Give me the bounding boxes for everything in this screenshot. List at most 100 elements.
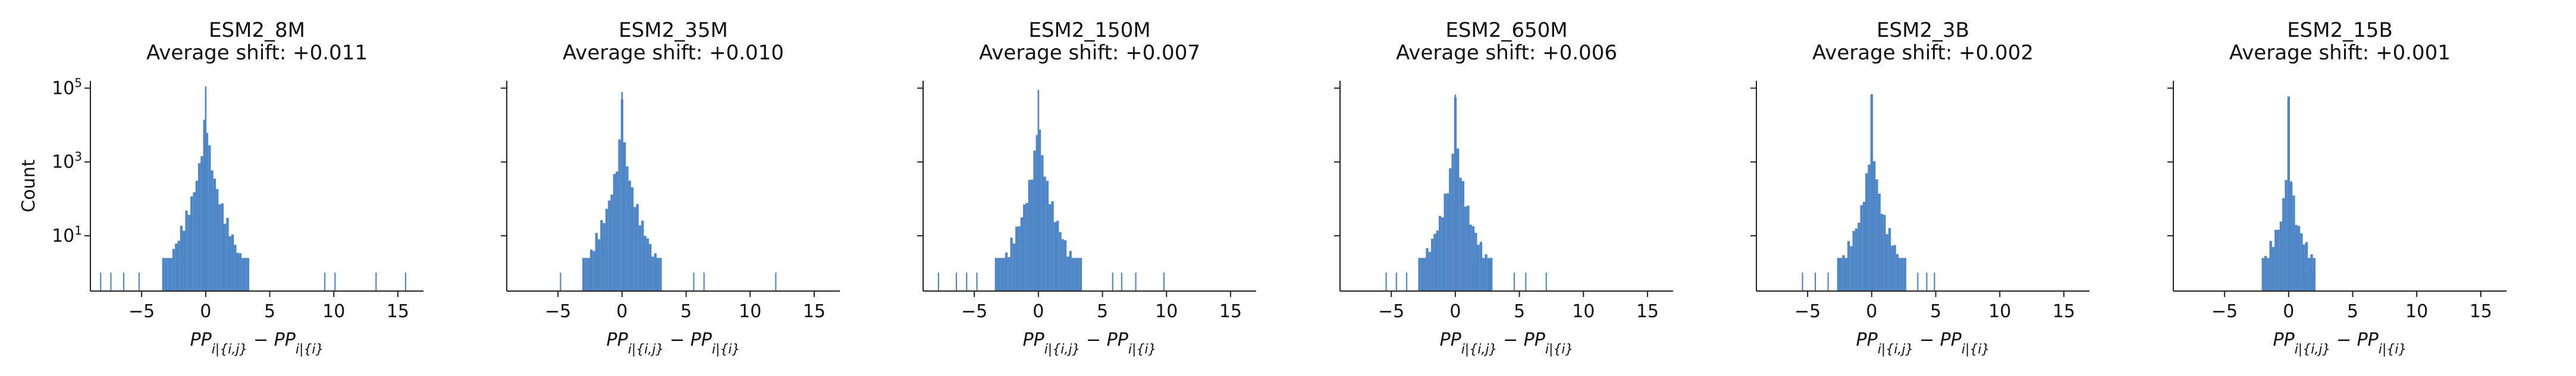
histogram-bar (1464, 207, 1467, 291)
histogram-bar (1043, 176, 1046, 291)
histogram-bar (597, 239, 601, 291)
x-tick-label: 5 (1930, 301, 1941, 322)
histogram-bar (1163, 272, 1165, 291)
histogram-bar (1855, 228, 1858, 291)
histogram-bar (585, 258, 588, 291)
histogram-bar (1112, 272, 1113, 291)
histogram-bar (644, 236, 647, 291)
histogram-bar (1030, 179, 1034, 291)
chart-title: ESM2_3B (1877, 18, 1969, 42)
histogram-bar (1426, 248, 1429, 291)
histogram-bar (1479, 242, 1483, 291)
histogram-bar (2305, 242, 2308, 291)
histogram-bar (1121, 272, 1122, 291)
x-tick-label: 15 (2053, 301, 2075, 322)
histogram-bar (183, 230, 186, 291)
histogram-bar (582, 258, 585, 291)
histogram-bar (587, 258, 590, 291)
histogram-bar (205, 132, 209, 291)
histogram-bar (1036, 135, 1038, 292)
histogram-bar (1852, 230, 1855, 291)
histogram-bar (1446, 193, 1449, 291)
histogram-bar (994, 258, 997, 291)
histogram-bar (334, 272, 336, 291)
histogram-bar (2270, 272, 2271, 291)
histogram-bar (646, 238, 650, 291)
histogram-bar (246, 258, 250, 291)
x-tick-label: 15 (803, 301, 826, 322)
histogram-bar (2265, 272, 2267, 291)
histogram-bar (1490, 258, 1493, 291)
histogram-bar (1053, 222, 1056, 291)
histogram-bar (2288, 101, 2290, 291)
chart-title: ESM2_150M (1028, 18, 1150, 42)
histogram-bar (1525, 272, 1527, 291)
x-tick-label: 0 (1866, 301, 1877, 322)
x-tick-label: −5 (961, 301, 987, 322)
histogram-bar (1459, 178, 1462, 291)
histogram-bar (1487, 258, 1490, 291)
histogram-bar (1079, 258, 1083, 291)
histogram-bar (1056, 220, 1059, 291)
histogram-bar (138, 272, 140, 291)
histogram-bar (1023, 204, 1026, 291)
histogram-bar (1012, 243, 1016, 291)
histogram-bar (1449, 168, 1452, 291)
histogram-bar (123, 272, 125, 291)
x-tick-label: −5 (545, 301, 571, 322)
histogram-bar (1880, 214, 1884, 291)
x-tick-label: −5 (2211, 301, 2238, 322)
histogram-bar (1451, 153, 1454, 291)
histogram-bar (1926, 272, 1928, 291)
x-axis-label: PPi|{i,j} − PPi|{i} (2273, 330, 2407, 357)
histogram-bar (110, 272, 112, 291)
histogram-bar (187, 214, 190, 291)
histogram-bar (2295, 225, 2298, 291)
histogram-bar (1903, 258, 1906, 291)
histogram-bar (193, 192, 196, 291)
histogram-bar (560, 272, 561, 291)
histogram-bar (1071, 258, 1075, 291)
histogram-bar (651, 257, 654, 291)
x-axis-label: PPi|{i,j} − PPi|{i} (1856, 330, 1990, 357)
histogram-bar (997, 258, 1000, 291)
histogram-bar (1430, 238, 1434, 291)
histogram-bar (608, 200, 611, 291)
histogram-bar (1901, 258, 1904, 291)
histogram-bar (190, 196, 193, 291)
histogram-bar (2267, 258, 2270, 291)
histogram-bar (162, 258, 165, 291)
histogram-bar (1827, 272, 1829, 291)
x-tick-label: −5 (1794, 301, 1821, 322)
histogram-bar (1847, 241, 1850, 291)
histogram-bars (560, 91, 777, 291)
histogram-bar (1049, 204, 1052, 291)
histogram-bar (1888, 228, 1891, 291)
histogram-bar (1444, 193, 1447, 291)
x-tick-label: −5 (128, 301, 155, 322)
histogram-bar (2292, 195, 2295, 291)
histogram-bar (2310, 254, 2313, 291)
histogram-bar (1046, 181, 1049, 291)
chart-title: ESM2_35M (619, 18, 728, 42)
histogram-bar (1423, 258, 1426, 291)
histogram-bar (621, 91, 623, 291)
chart-title: ESM2_8M (209, 18, 305, 42)
histogram-bar (1871, 97, 1873, 291)
x-tick-label: 5 (1097, 301, 1108, 322)
histogram-bar (1815, 272, 1816, 291)
y-tick-label: 105 (52, 75, 82, 99)
histogram-bar (1418, 258, 1421, 291)
histogram-bar (1858, 223, 1860, 291)
histogram-bar (1885, 234, 1888, 291)
histogram-bar (638, 225, 642, 291)
histogram-bar (595, 233, 598, 291)
histogram-bar (2308, 258, 2311, 291)
histogram-bar (226, 217, 229, 291)
histogram-bar (1865, 173, 1868, 291)
histogram-bar (603, 223, 605, 291)
histogram-bar (2300, 233, 2303, 291)
